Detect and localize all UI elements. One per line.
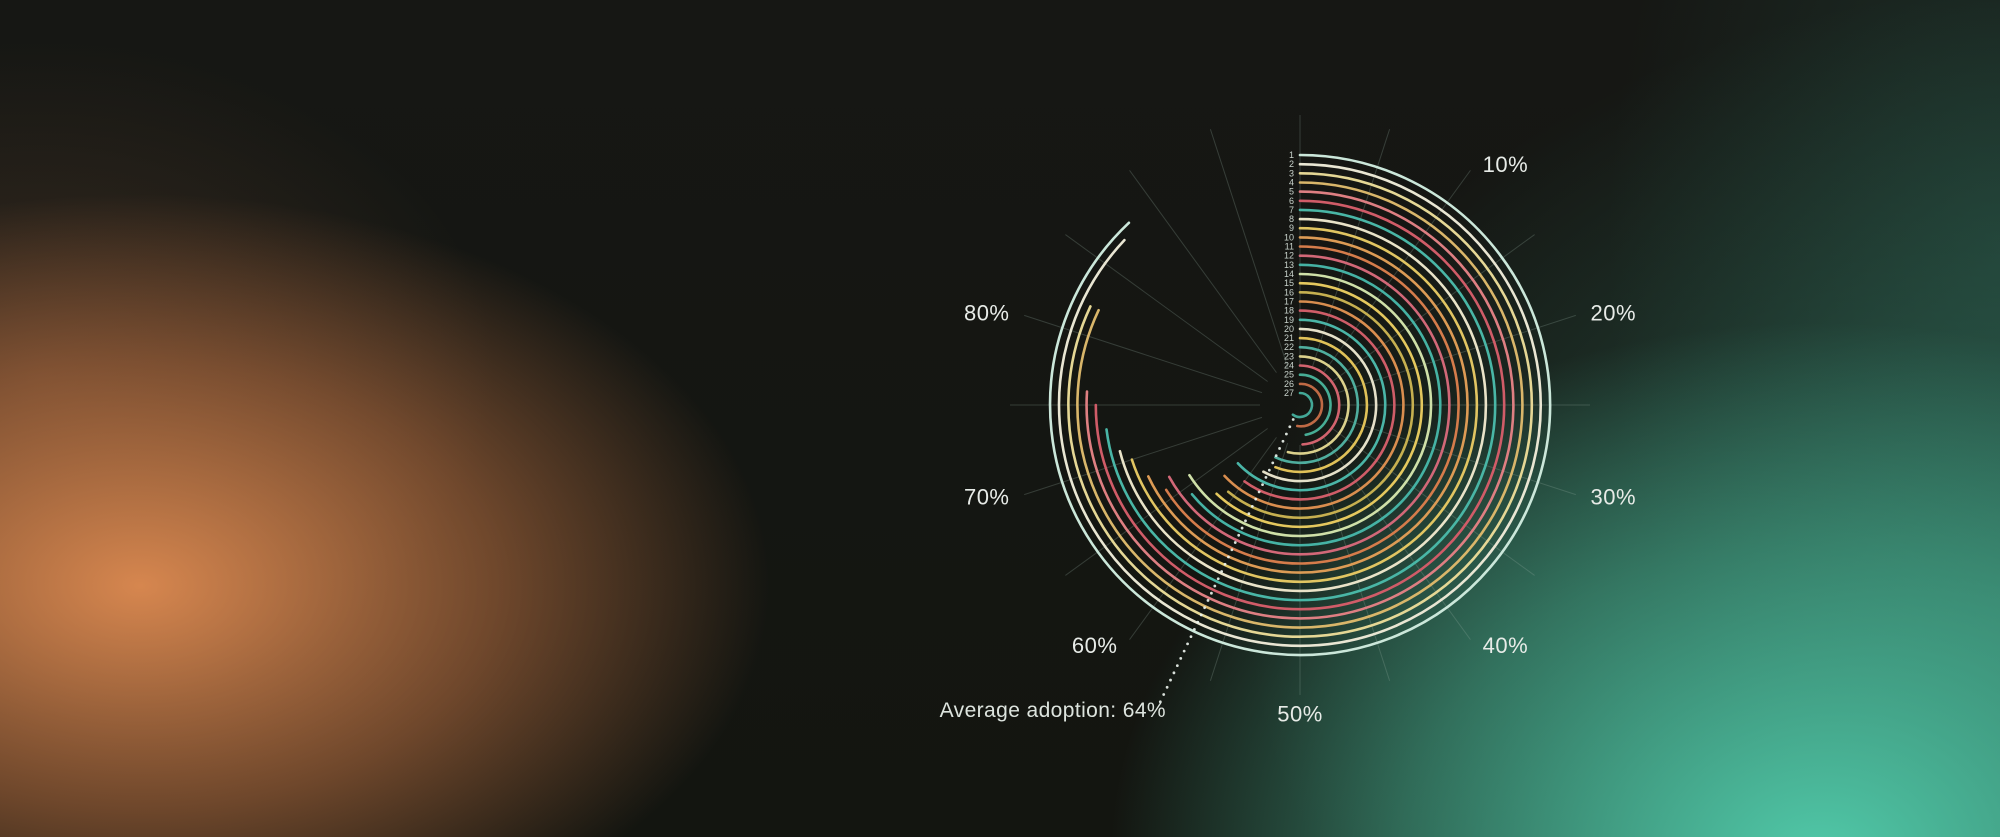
grid-spoke — [1311, 129, 1391, 368]
row-index-label: 1 — [1289, 150, 1294, 160]
row-index-label: 8 — [1289, 214, 1294, 224]
arc-row-13 — [1190, 263, 1442, 547]
percent-tick-label: 10% — [1483, 152, 1529, 177]
arc-row-6 — [1094, 199, 1506, 611]
arc-row-14 — [1188, 272, 1433, 538]
arc-row-19 — [1236, 318, 1387, 492]
percent-tick-label: 20% — [1591, 301, 1637, 326]
percent-tick-label: 40% — [1483, 633, 1529, 658]
arc-row-12 — [1167, 254, 1451, 556]
grid-spoke — [1065, 234, 1268, 382]
percent-tick-labels: 10% 20% 30% 40% 50% 60% 70% 80% — [964, 152, 1636, 726]
row-index-label: 13 — [1284, 260, 1294, 270]
arc-row-23 — [1286, 355, 1350, 455]
arc-row-26 — [1296, 382, 1324, 428]
arc-row-17 — [1223, 300, 1405, 510]
arc-row-1 — [1048, 153, 1552, 657]
arc-row-3 — [1067, 172, 1534, 638]
row-index-label: 20 — [1284, 324, 1294, 334]
row-index-label: 17 — [1284, 296, 1294, 306]
grid-spoke — [1323, 170, 1471, 373]
row-index-label: 10 — [1284, 232, 1294, 242]
percent-tick-label: 30% — [1591, 484, 1637, 509]
average-indicator-line — [1157, 418, 1295, 707]
arc-row-2 — [1057, 162, 1542, 648]
grid-spokes — [1010, 115, 1590, 695]
grid-spoke — [1065, 428, 1268, 576]
row-index-label: 21 — [1284, 333, 1294, 343]
grid-spoke — [1129, 437, 1277, 640]
grid-spoke — [1209, 442, 1289, 681]
arc-row-22 — [1274, 345, 1360, 465]
row-index-label: 3 — [1289, 168, 1294, 178]
grid-spoke — [1311, 442, 1391, 681]
grid-spoke — [1332, 234, 1535, 382]
row-index-label: 2 — [1289, 159, 1294, 169]
arc-row-7 — [1105, 208, 1497, 602]
row-index-label: 16 — [1284, 287, 1294, 297]
grid-spoke — [1337, 314, 1576, 394]
arc-row-20 — [1262, 327, 1378, 483]
arc-row-18 — [1243, 309, 1396, 501]
arc-row-9 — [1130, 226, 1479, 584]
percent-tick-label: 70% — [964, 484, 1010, 509]
row-index-label: 22 — [1284, 342, 1294, 352]
percent-tick-label: 50% — [1277, 702, 1323, 727]
row-index-label: 18 — [1284, 306, 1294, 316]
grid-spoke — [1209, 129, 1289, 368]
row-index-label: 23 — [1284, 351, 1294, 361]
arc-row-11 — [1164, 245, 1460, 565]
percent-tick-label: 80% — [964, 301, 1010, 326]
average-adoption-label: Average adoption: 64% — [939, 699, 1166, 722]
arc-series — [1048, 153, 1552, 657]
arc-row-15 — [1215, 281, 1424, 529]
grid-spoke — [1129, 170, 1277, 373]
row-index-label: 5 — [1289, 187, 1294, 197]
row-index-label: 25 — [1284, 370, 1294, 380]
grid-spoke — [1337, 416, 1576, 496]
row-index-label: 19 — [1284, 315, 1294, 325]
arc-row-10 — [1147, 236, 1469, 574]
row-index-label: 6 — [1289, 196, 1294, 206]
row-index-label: 27 — [1284, 388, 1294, 398]
arc-row-24 — [1298, 364, 1341, 446]
row-index-label: 24 — [1284, 361, 1294, 371]
arc-row-25 — [1298, 373, 1332, 437]
grid-spoke — [1332, 428, 1535, 576]
arc-row-27 — [1291, 391, 1314, 419]
grid-spoke — [1024, 416, 1263, 496]
row-index-label: 14 — [1284, 269, 1294, 279]
row-index-label: 7 — [1289, 205, 1294, 215]
arc-row-16 — [1226, 291, 1415, 519]
arc-row-4 — [1076, 181, 1524, 629]
row-index-label: 15 — [1284, 278, 1294, 288]
row-index-label: 12 — [1284, 251, 1294, 261]
row-index-label: 9 — [1289, 223, 1294, 233]
row-index-label: 11 — [1285, 242, 1294, 252]
row-index-label: 4 — [1289, 177, 1294, 187]
row-index-label: 26 — [1284, 379, 1294, 389]
grid-spoke — [1024, 314, 1263, 394]
arc-row-21 — [1274, 336, 1369, 474]
arc-row-8 — [1118, 217, 1488, 593]
row-index-labels: 1234567891011121314151617181920212223242… — [1284, 150, 1294, 398]
grid-spoke — [1323, 437, 1471, 640]
percent-tick-label: 60% — [1072, 633, 1118, 658]
arc-row-5 — [1085, 190, 1515, 620]
